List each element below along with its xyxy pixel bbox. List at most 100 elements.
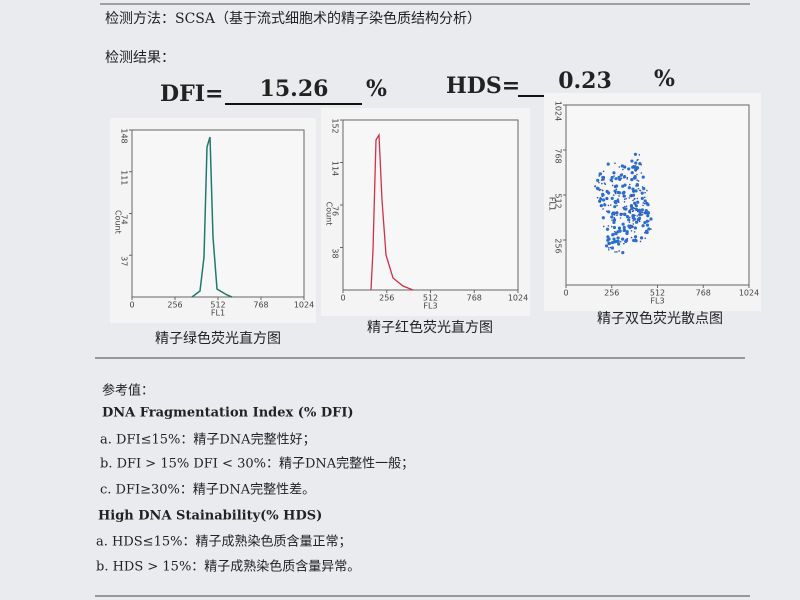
hds-value: 0.23 <box>558 68 612 94</box>
scatter-dot <box>614 191 617 194</box>
result-title: 检测结果： <box>105 50 175 66</box>
scatter-dot <box>639 189 641 192</box>
scatter-dot <box>605 210 608 213</box>
scatter-dot <box>643 202 646 205</box>
scatter-dot <box>616 251 618 253</box>
y-axis-label: Count <box>114 210 123 234</box>
scatter-dot <box>616 239 620 243</box>
scatter-dot <box>628 183 631 186</box>
scatter-dot <box>614 186 617 188</box>
scatter-dot <box>637 216 642 220</box>
y-tick-label: 768 <box>554 148 563 163</box>
scatter-dot <box>643 199 647 203</box>
scatter-dot <box>631 210 634 213</box>
scatter-dot <box>626 176 629 179</box>
y-axis-label: FL1 <box>548 197 557 211</box>
scatter-dot <box>636 210 639 213</box>
scatter-dot <box>607 237 611 241</box>
scatter-dot <box>648 220 650 222</box>
scatter-dot <box>639 212 642 215</box>
scatter-dot <box>632 217 637 221</box>
scatter-dot <box>630 205 632 207</box>
scatter-dot <box>633 152 638 156</box>
ref-heading: High DNA Stainability(% HDS) <box>98 509 322 524</box>
caption: 精子红色荧光直方图 <box>367 319 493 336</box>
scatter-dot <box>644 191 646 194</box>
scatter-dot <box>636 209 638 211</box>
scatter-dot <box>607 191 611 195</box>
scatter-dot <box>628 216 631 219</box>
scatter-dot <box>618 195 620 197</box>
ref-item: c. DFI≥30%：精子DNA完整性差。 <box>100 483 315 498</box>
scatter-dot <box>628 221 631 223</box>
scatter-dot <box>599 188 602 191</box>
scatter-dot <box>640 196 644 201</box>
scatter-dot <box>642 202 645 204</box>
scatter-dot <box>629 209 631 211</box>
caption: 精子绿色荧光直方图 <box>155 330 281 347</box>
scatter-dot <box>640 208 644 212</box>
scatter-dot <box>604 183 607 186</box>
dfi-label: DFI= <box>160 81 223 107</box>
scatter-dot <box>646 214 650 218</box>
scatter-dot <box>613 214 616 216</box>
scatter-dot <box>617 227 620 230</box>
scatter-dot <box>627 224 631 228</box>
scatter-dot <box>619 240 622 243</box>
scatter-dot <box>645 201 648 204</box>
scatter-dot <box>605 244 609 248</box>
scatter-dot <box>613 175 615 177</box>
scatter-dot <box>632 220 634 222</box>
scatter-dot <box>622 195 624 198</box>
scatter-dot <box>639 240 642 243</box>
scatter-dot <box>603 176 606 179</box>
scatter-dot <box>613 240 617 244</box>
scatter-dot <box>623 200 626 203</box>
scatter-dot <box>621 173 623 175</box>
y-tick-label: 111 <box>120 170 129 185</box>
scatter-dot <box>650 228 652 230</box>
scatter-dot <box>606 162 610 166</box>
scatter-dot <box>634 203 637 206</box>
y-tick-label: 148 <box>120 128 129 143</box>
y-tick-label: 152 <box>331 118 340 133</box>
scatter-dot <box>633 231 636 233</box>
scatter-dot <box>618 166 621 168</box>
ref-item: b. HDS > 15%：精子成熟染色质含量异常。 <box>96 559 360 575</box>
x-tick-label: 512 <box>650 289 665 298</box>
scatter-dot <box>642 204 644 207</box>
x-tick-label: 256 <box>167 301 182 310</box>
scatter-dot <box>605 227 610 231</box>
scatter-dot <box>638 220 641 223</box>
scatter-dot <box>624 205 626 208</box>
scatter-dot <box>611 180 614 183</box>
ref-item: a. DFI≤15%：精子DNA完整性好； <box>100 433 316 448</box>
scatter-dot <box>636 197 639 200</box>
scatter-dot <box>614 232 618 236</box>
scatter-dot <box>631 171 634 174</box>
scatter-dot <box>611 232 615 237</box>
scatter-dot <box>622 225 626 230</box>
scatter-dot <box>640 163 642 166</box>
scatter-dot <box>634 161 638 165</box>
x-tick-label: 1024 <box>739 289 759 298</box>
scatter-dot <box>615 188 618 191</box>
scatter-dot <box>622 207 625 209</box>
scatter-dot <box>638 153 641 156</box>
caption: 精子双色荧光散点图 <box>597 310 723 327</box>
scatter-dot <box>630 236 633 239</box>
scatter-dot <box>640 172 643 174</box>
scatter-dot <box>626 237 629 240</box>
scatter-dot <box>606 198 608 200</box>
scatter-dot <box>640 191 644 195</box>
scatter-dot <box>641 224 645 228</box>
scatter-dot <box>602 208 604 210</box>
x-tick-label: 768 <box>696 289 711 298</box>
scatter-dot <box>611 219 613 221</box>
scatter-dot <box>639 236 644 240</box>
scatter-dot <box>637 208 642 212</box>
scatter-dot <box>634 238 637 241</box>
scatter-dot <box>595 186 600 190</box>
scatter-dot <box>638 218 641 221</box>
